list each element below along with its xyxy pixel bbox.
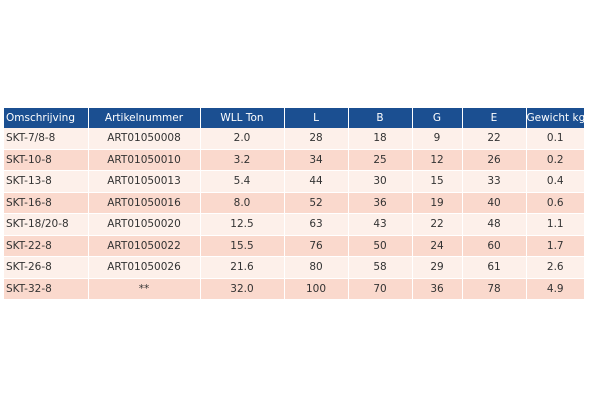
cell-wll-ton: 5.4	[199, 170, 284, 193]
cell-b: 43	[347, 213, 412, 236]
cell-gewicht-kg: 0.1	[525, 128, 584, 150]
cell-l: 63	[283, 213, 348, 236]
table-row: SKT-13-8 ART01050013 5.4 44 30 15 33 0.4	[4, 170, 584, 193]
header-gewicht-kg: Gewicht kg	[525, 108, 585, 128]
cell-omschrijving: SKT-22-8	[4, 235, 88, 257]
cell-wll-ton: 21.6	[199, 256, 284, 279]
header-omschrijving: Omschrijving	[6, 112, 75, 124]
table-row: SKT-22-8 ART01050022 15.5 76 50 24 60 1.7	[4, 235, 584, 257]
cell-omschrijving: SKT-32-8	[4, 278, 88, 300]
cell-artikelnummer: ART01050020	[87, 213, 200, 236]
cell-b: 70	[347, 278, 412, 300]
cell-wll-ton: 8.0	[199, 192, 284, 214]
cell-e: 60	[461, 235, 526, 257]
cell-e: 33	[461, 170, 526, 193]
cell-gewicht-kg: 0.4	[525, 170, 584, 193]
cell-artikelnummer: ART01050010	[87, 149, 200, 171]
cell-omschrijving: SKT-26-8	[4, 256, 88, 279]
cell-artikelnummer: ART01050013	[87, 170, 200, 193]
cell-l: 34	[283, 149, 348, 171]
table-row: SKT-18/20-8 ART01050020 12.5 63 43 22 48 1.1	[4, 213, 584, 236]
table-row: SKT-32-8 ** 32.0 100 70 36 78 4.9	[4, 278, 584, 300]
cell-l: 76	[283, 235, 348, 257]
cell-omschrijving: SKT-10-8	[4, 149, 88, 171]
header-e: E	[461, 108, 526, 128]
cell-artikelnummer: ART01050026	[87, 256, 200, 279]
cell-b: 25	[347, 149, 412, 171]
cell-artikelnummer: **	[87, 278, 200, 300]
table-row: SKT-10-8 ART01050010 3.2 34 25 12 26 0.2	[4, 149, 584, 171]
cell-wll-ton: 32.0	[199, 278, 284, 300]
cell-wll-ton: 12.5	[199, 213, 284, 236]
header-l: L	[283, 108, 348, 128]
table-row: SKT-16-8 ART01050016 8.0 52 36 19 40 0.6	[4, 192, 584, 214]
header-g: G	[411, 108, 462, 128]
table-header-row: Omschrijving Artikelnummer WLL Ton L B G…	[4, 108, 585, 128]
cell-gewicht-kg: 1.7	[525, 235, 584, 257]
cell-gewicht-kg: 1.1	[525, 213, 584, 236]
product-spec-table-container: Omschrijving Artikelnummer WLL Ton L B G…	[4, 108, 585, 300]
cell-l: 52	[283, 192, 348, 214]
cell-e: 40	[461, 192, 526, 214]
cell-artikelnummer: ART01050016	[87, 192, 200, 214]
header-wll-ton: WLL Ton	[199, 108, 284, 128]
cell-artikelnummer: ART01050008	[87, 128, 200, 150]
cell-wll-ton: 2.0	[199, 128, 284, 150]
cell-l: 44	[283, 170, 348, 193]
cell-gewicht-kg: 2.6	[525, 256, 584, 279]
cell-l: 28	[283, 128, 348, 150]
cell-wll-ton: 3.2	[199, 149, 284, 171]
cell-b: 50	[347, 235, 412, 257]
cell-gewicht-kg: 4.9	[525, 278, 584, 300]
cell-omschrijving: SKT-18/20-8	[4, 213, 88, 236]
cell-artikelnummer: ART01050022	[87, 235, 200, 257]
header-artikelnummer: Artikelnummer	[87, 108, 200, 128]
cell-g: 36	[411, 278, 462, 300]
cell-l: 80	[283, 256, 348, 279]
cell-gewicht-kg: 0.6	[525, 192, 584, 214]
cell-omschrijving: SKT-13-8	[4, 170, 88, 193]
cell-g: 9	[411, 128, 462, 150]
cell-g: 12	[411, 149, 462, 171]
cell-b: 58	[347, 256, 412, 279]
cell-e: 22	[461, 128, 526, 150]
cell-b: 36	[347, 192, 412, 214]
cell-g: 15	[411, 170, 462, 193]
cell-e: 61	[461, 256, 526, 279]
cell-omschrijving: SKT-7/8-8	[4, 128, 88, 150]
cell-g: 19	[411, 192, 462, 214]
cell-g: 24	[411, 235, 462, 257]
cell-b: 18	[347, 128, 412, 150]
cell-g: 22	[411, 213, 462, 236]
table-row: SKT-7/8-8 ART01050008 2.0 28 18 9 22 0.1	[4, 128, 584, 150]
cell-e: 78	[461, 278, 526, 300]
cell-e: 48	[461, 213, 526, 236]
header-b: B	[347, 108, 412, 128]
cell-b: 30	[347, 170, 412, 193]
cell-g: 29	[411, 256, 462, 279]
cell-wll-ton: 15.5	[199, 235, 284, 257]
cell-gewicht-kg: 0.2	[525, 149, 584, 171]
table-row: SKT-26-8 ART01050026 21.6 80 58 29 61 2.6	[4, 256, 584, 279]
cell-omschrijving: SKT-16-8	[4, 192, 88, 214]
cell-l: 100	[283, 278, 348, 300]
cell-e: 26	[461, 149, 526, 171]
product-spec-table: Omschrijving Artikelnummer WLL Ton L B G…	[4, 108, 585, 300]
